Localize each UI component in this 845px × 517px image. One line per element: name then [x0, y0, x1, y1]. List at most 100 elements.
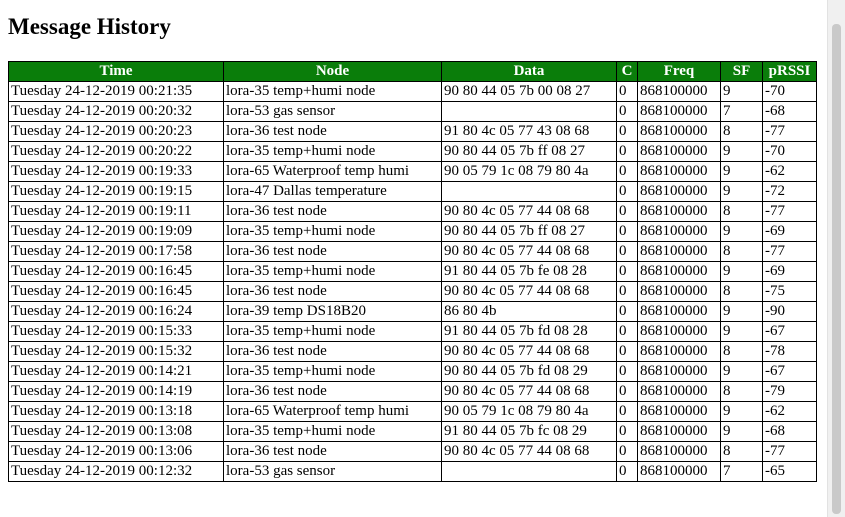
cell-time: Tuesday 24-12-2019 00:14:19 [8, 381, 224, 402]
cell-time: Tuesday 24-12-2019 00:20:22 [8, 141, 224, 162]
cell-freq: 868100000 [637, 141, 721, 162]
table-row: Tuesday 24-12-2019 00:19:11 lora-36 test … [8, 201, 817, 222]
cell-prssi: -90 [762, 301, 817, 322]
table-row: Tuesday 24-12-2019 00:16:45 lora-35 temp+… [8, 261, 817, 282]
cell-freq: 868100000 [637, 81, 721, 102]
col-header-time: Time [8, 61, 224, 82]
cell-data: 90 05 79 1c 08 79 80 4a [441, 161, 617, 182]
cell-prssi: -70 [762, 81, 817, 102]
cell-prssi: -69 [762, 221, 817, 242]
table-row: Tuesday 24-12-2019 00:19:33 lora-65 Water… [8, 161, 817, 182]
table-body: Tuesday 24-12-2019 00:21:35 lora-35 temp+… [8, 81, 817, 482]
cell-freq: 868100000 [637, 441, 721, 462]
cell-time: Tuesday 24-12-2019 00:16:45 [8, 281, 224, 302]
cell-sf: 9 [720, 181, 763, 202]
cell-freq: 868100000 [637, 301, 721, 322]
cell-sf: 9 [720, 161, 763, 182]
cell-prssi: -77 [762, 121, 817, 142]
cell-time: Tuesday 24-12-2019 00:12:32 [8, 461, 224, 482]
col-header-data: Data [441, 61, 617, 82]
cell-prssi: -65 [762, 461, 817, 482]
cell-prssi: -77 [762, 441, 817, 462]
cell-freq: 868100000 [637, 281, 721, 302]
cell-node: lora-35 temp+humi node [223, 261, 442, 282]
cell-data: 90 80 44 05 7b ff 08 27 [441, 141, 617, 162]
cell-time: Tuesday 24-12-2019 00:13:08 [8, 421, 224, 442]
col-header-node: Node [223, 61, 442, 82]
cell-node: lora-39 temp DS18B20 [223, 301, 442, 322]
cell-c: 0 [616, 361, 638, 382]
cell-freq: 868100000 [637, 201, 721, 222]
cell-prssi: -77 [762, 201, 817, 222]
table-row: Tuesday 24-12-2019 00:21:35 lora-35 temp+… [8, 81, 817, 102]
cell-prssi: -75 [762, 281, 817, 302]
cell-node: lora-36 test node [223, 441, 442, 462]
cell-node: lora-36 test node [223, 241, 442, 262]
cell-prssi: -67 [762, 321, 817, 342]
cell-c: 0 [616, 161, 638, 182]
cell-node: lora-35 temp+humi node [223, 361, 442, 382]
cell-data: 90 80 4c 05 77 44 08 68 [441, 341, 617, 362]
cell-c: 0 [616, 401, 638, 422]
cell-node: lora-36 test node [223, 281, 442, 302]
cell-prssi: -69 [762, 261, 817, 282]
cell-freq: 868100000 [637, 221, 721, 242]
cell-c: 0 [616, 181, 638, 202]
cell-time: Tuesday 24-12-2019 00:19:33 [8, 161, 224, 182]
cell-data [441, 181, 617, 202]
cell-time: Tuesday 24-12-2019 00:16:45 [8, 261, 224, 282]
cell-c: 0 [616, 81, 638, 102]
cell-sf: 9 [720, 361, 763, 382]
cell-sf: 9 [720, 301, 763, 322]
cell-sf: 7 [720, 101, 763, 122]
cell-node: lora-53 gas sensor [223, 101, 442, 122]
cell-time: Tuesday 24-12-2019 00:13:06 [8, 441, 224, 462]
cell-data: 90 80 4c 05 77 44 08 68 [441, 241, 617, 262]
col-header-sf: SF [720, 61, 763, 82]
table-row: Tuesday 24-12-2019 00:19:15 lora-47 Dalla… [8, 181, 817, 202]
col-header-freq: Freq [637, 61, 721, 82]
cell-node: lora-35 temp+humi node [223, 81, 442, 102]
table-row: Tuesday 24-12-2019 00:13:06 lora-36 test … [8, 441, 817, 462]
cell-sf: 9 [720, 141, 763, 162]
cell-sf: 9 [720, 221, 763, 242]
table-header: Time Node Data C Freq SF pRSSI [8, 61, 817, 82]
vertical-scrollbar[interactable] [827, 0, 845, 517]
cell-c: 0 [616, 261, 638, 282]
scrollbar-thumb[interactable] [832, 24, 841, 514]
cell-c: 0 [616, 121, 638, 142]
table-row: Tuesday 24-12-2019 00:13:08 lora-35 temp+… [8, 421, 817, 442]
cell-c: 0 [616, 241, 638, 262]
cell-prssi: -72 [762, 181, 817, 202]
cell-prssi: -62 [762, 401, 817, 422]
cell-sf: 8 [720, 341, 763, 362]
cell-data [441, 461, 617, 482]
cell-data: 90 80 44 05 7b 00 08 27 [441, 81, 617, 102]
cell-c: 0 [616, 421, 638, 442]
cell-time: Tuesday 24-12-2019 00:13:18 [8, 401, 224, 422]
cell-node: lora-35 temp+humi node [223, 141, 442, 162]
cell-c: 0 [616, 321, 638, 342]
cell-prssi: -79 [762, 381, 817, 402]
header-row: Time Node Data C Freq SF pRSSI [8, 61, 817, 82]
cell-freq: 868100000 [637, 101, 721, 122]
cell-c: 0 [616, 201, 638, 222]
cell-node: lora-53 gas sensor [223, 461, 442, 482]
cell-freq: 868100000 [637, 181, 721, 202]
cell-prssi: -68 [762, 101, 817, 122]
cell-c: 0 [616, 441, 638, 462]
cell-time: Tuesday 24-12-2019 00:20:23 [8, 121, 224, 142]
table-row: Tuesday 24-12-2019 00:16:45 lora-36 test … [8, 281, 817, 302]
cell-data [441, 101, 617, 122]
cell-node: lora-65 Waterproof temp humi [223, 161, 442, 182]
cell-node: lora-65 Waterproof temp humi [223, 401, 442, 422]
table-row: Tuesday 24-12-2019 00:14:19 lora-36 test … [8, 381, 817, 402]
cell-freq: 868100000 [637, 241, 721, 262]
cell-sf: 8 [720, 441, 763, 462]
cell-c: 0 [616, 101, 638, 122]
cell-sf: 9 [720, 401, 763, 422]
table-row: Tuesday 24-12-2019 00:19:09 lora-35 temp+… [8, 221, 817, 242]
cell-data: 90 80 4c 05 77 44 08 68 [441, 281, 617, 302]
cell-time: Tuesday 24-12-2019 00:15:33 [8, 321, 224, 342]
cell-node: lora-35 temp+humi node [223, 421, 442, 442]
